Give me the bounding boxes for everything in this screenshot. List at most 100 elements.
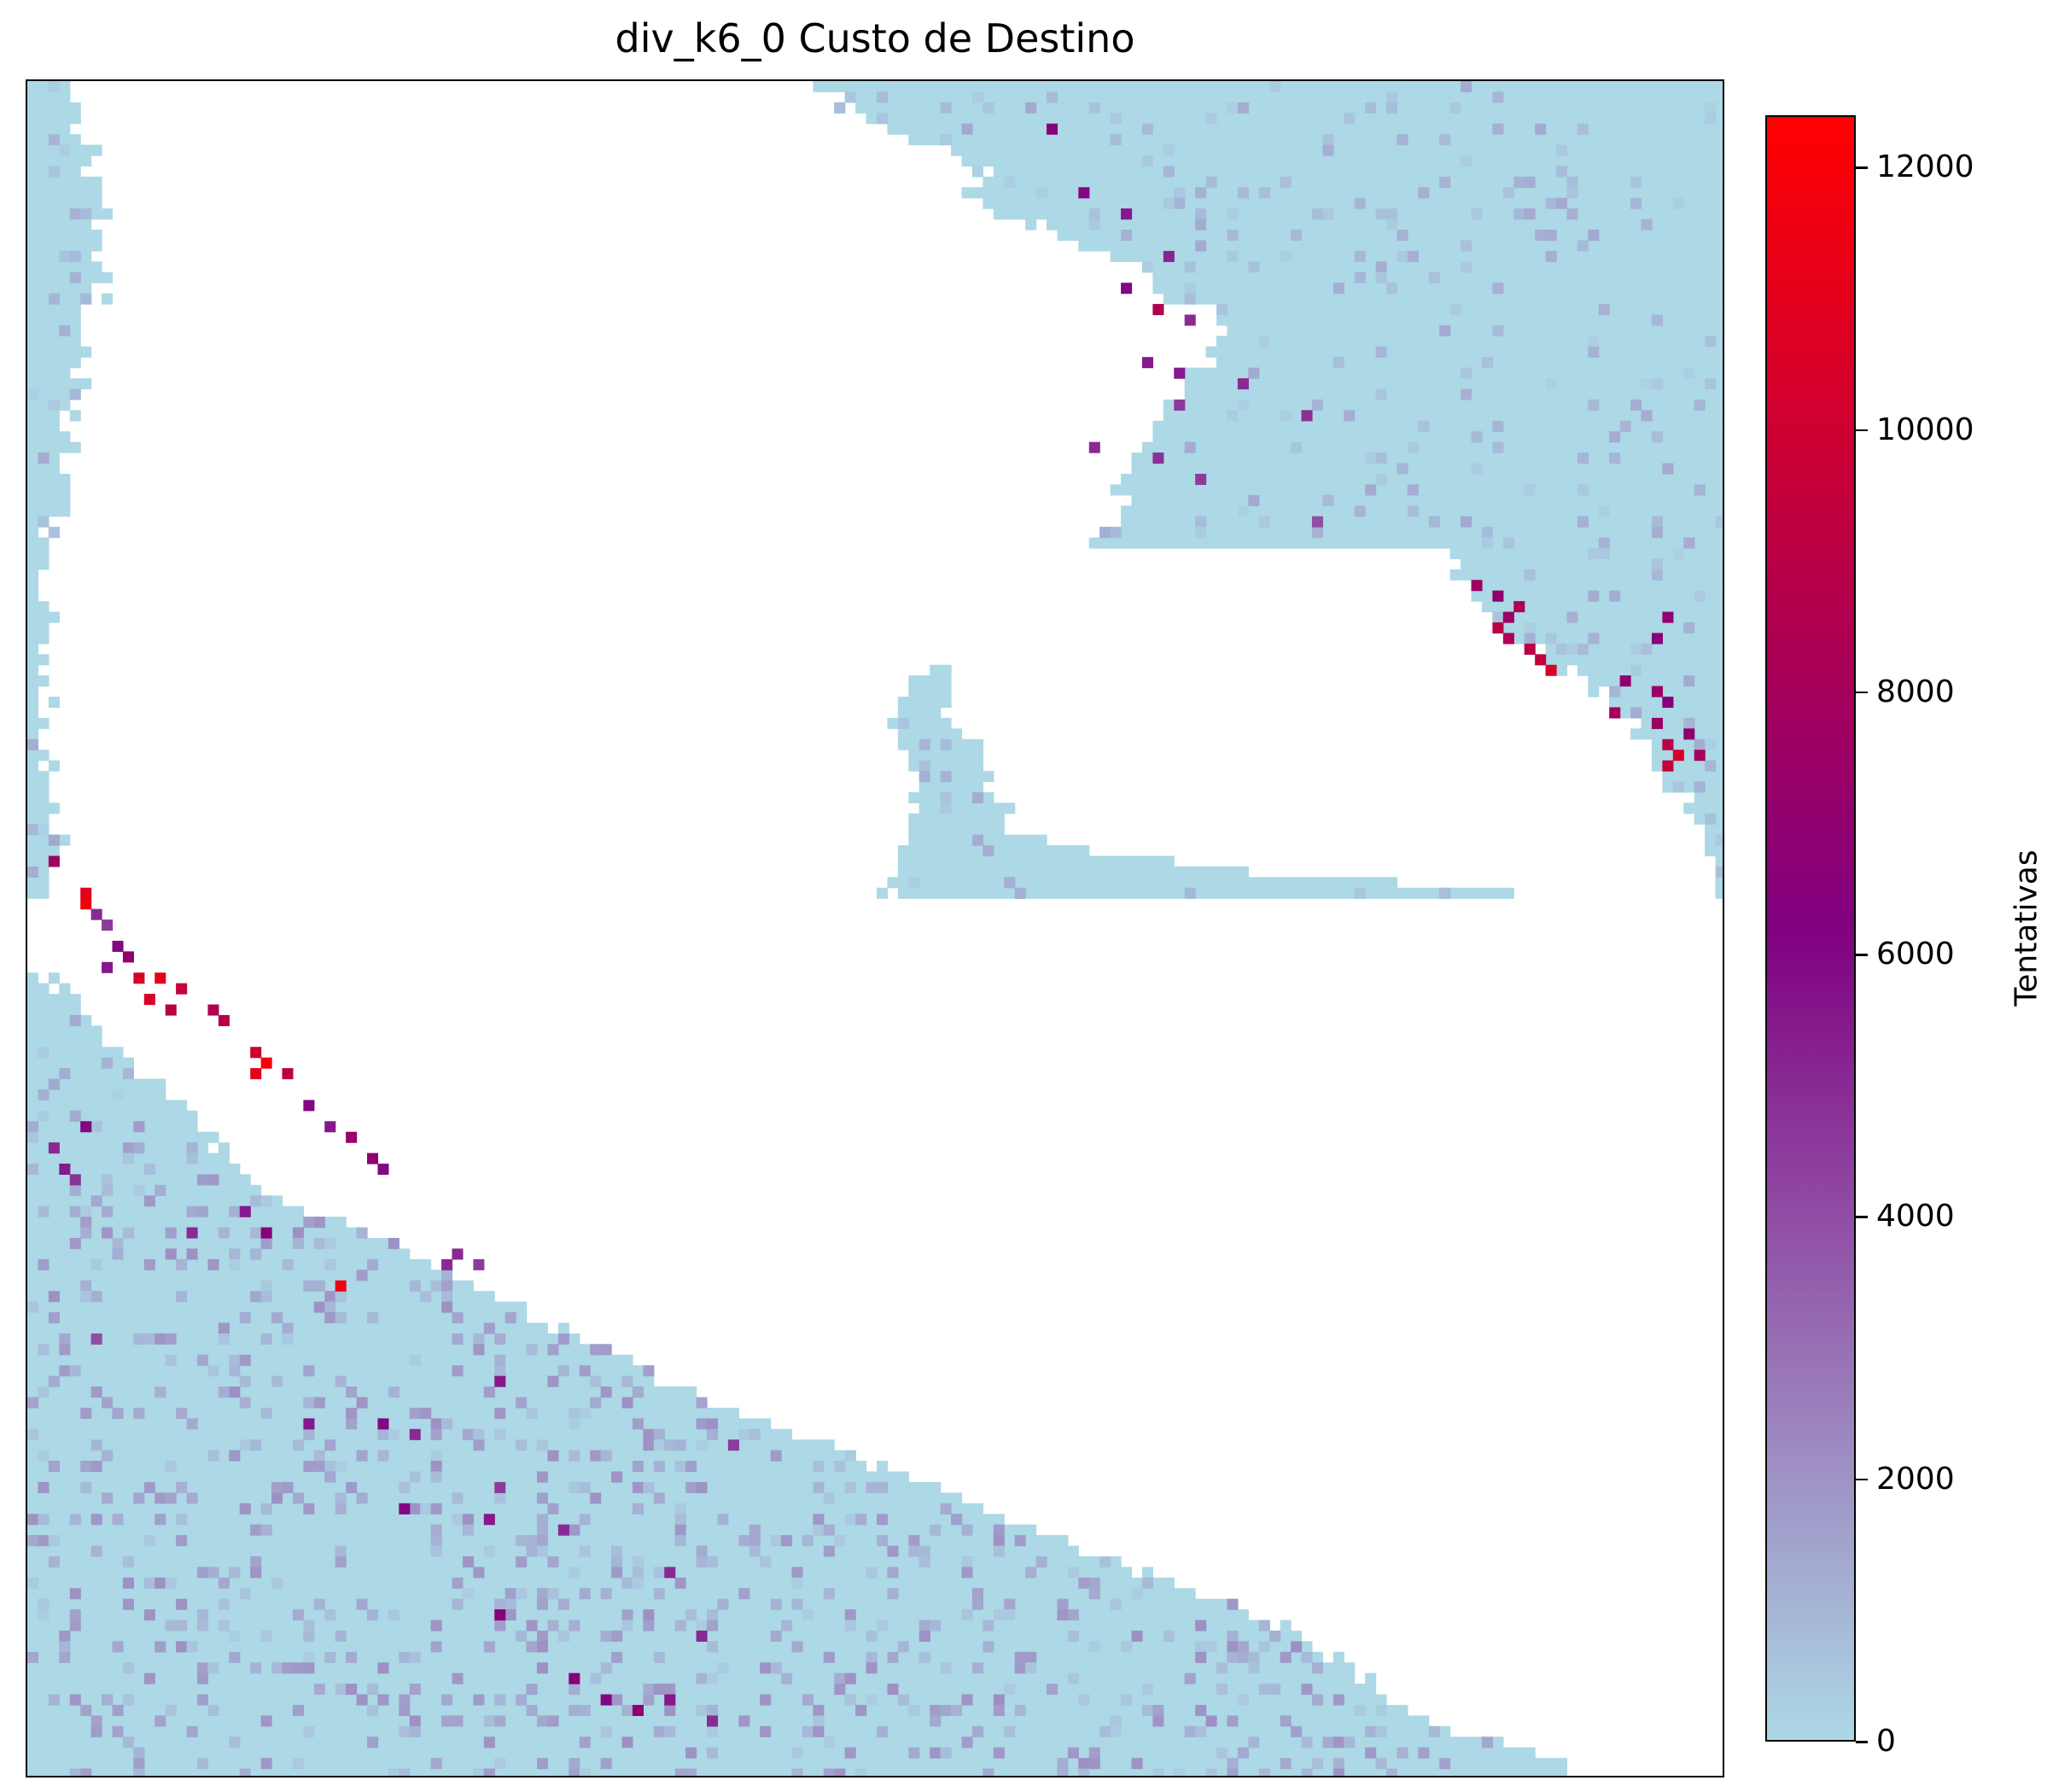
heatmap-cell <box>261 1195 272 1206</box>
heatmap-region <box>27 336 81 347</box>
heatmap-cell <box>229 1631 240 1642</box>
heatmap-cell <box>91 1195 102 1206</box>
heatmap-cell <box>441 1291 452 1302</box>
heatmap-cell <box>941 771 952 782</box>
heatmap-cell <box>1259 1769 1270 1777</box>
heatmap-cell <box>1238 1641 1249 1652</box>
heatmap-cell <box>558 1599 569 1610</box>
heatmap-cell <box>1238 187 1249 198</box>
heatmap-cell <box>1461 155 1472 166</box>
heatmap-cell <box>1694 781 1706 792</box>
heatmap-cell <box>707 1641 718 1652</box>
heatmap-cell <box>1482 1737 1493 1748</box>
heatmap-cell <box>261 1291 272 1302</box>
heatmap-cell <box>484 1386 495 1398</box>
heatmap-cell <box>176 1408 187 1419</box>
heatmap-cell <box>293 1609 304 1620</box>
heatmap-cell <box>972 1599 983 1610</box>
heatmap-cell <box>410 1715 421 1726</box>
heatmap-cell <box>335 1461 347 1472</box>
heatmap-cell <box>70 1185 81 1196</box>
heatmap-cell <box>283 1334 294 1345</box>
heatmap-cell <box>1588 336 1599 347</box>
heatmap-cell <box>1216 1684 1228 1695</box>
heatmap-cell <box>346 1652 357 1663</box>
heatmap-hotspot <box>1694 750 1706 761</box>
heatmap-region <box>27 1100 187 1111</box>
heatmap-cell <box>431 1451 442 1462</box>
heatmap-cell <box>335 1631 347 1642</box>
heatmap-region <box>1185 368 1724 379</box>
heatmap-cell <box>49 1312 60 1323</box>
heatmap-cell <box>197 1620 208 1631</box>
heatmap-cell <box>1683 368 1694 379</box>
heatmap-cell <box>1057 1609 1068 1620</box>
heatmap-cell <box>749 1546 761 1557</box>
heatmap-cell <box>569 1705 580 1716</box>
heatmap-hotspot <box>80 898 91 909</box>
heatmap-region <box>1163 294 1724 305</box>
heatmap-hotspot <box>697 1631 708 1642</box>
heatmap-region <box>994 208 1724 219</box>
heatmap-region <box>27 1652 1323 1663</box>
heatmap-cell <box>494 1365 505 1376</box>
heatmap-cell <box>1089 1578 1100 1589</box>
heatmap-cell <box>547 1556 558 1567</box>
heatmap-cell <box>431 1758 442 1769</box>
heatmap-cell <box>877 1535 888 1546</box>
colorbar <box>1765 115 1856 1742</box>
heatmap-cell <box>802 1726 814 1737</box>
heatmap-cell <box>38 1206 49 1217</box>
heatmap-cell <box>1004 1599 1015 1610</box>
heatmap-cell <box>102 1695 113 1706</box>
heatmap-region <box>27 771 49 782</box>
heatmap-cell <box>1386 102 1397 114</box>
heatmap-region <box>27 644 38 655</box>
heatmap-cell <box>697 1673 708 1684</box>
heatmap-cell <box>38 1344 49 1355</box>
heatmap-cell <box>1121 1695 1132 1706</box>
heatmap-region <box>1472 580 1725 591</box>
heatmap-region <box>27 1111 198 1122</box>
heatmap-cell <box>49 1695 60 1706</box>
heatmap-cell <box>1248 1737 1259 1748</box>
heatmap-cell <box>1195 1620 1206 1631</box>
heatmap-region <box>27 1355 633 1366</box>
heatmap-cell <box>802 1535 814 1546</box>
heatmap-region <box>983 198 1724 209</box>
heatmap-cell <box>1089 1748 1100 1759</box>
heatmap-cell <box>219 1599 230 1610</box>
heatmap-cell <box>399 1482 410 1493</box>
heatmap-cell <box>771 1631 782 1642</box>
heatmap-cell <box>70 1588 81 1599</box>
heatmap-cell <box>261 1503 272 1515</box>
heatmap-cell <box>1376 208 1387 219</box>
heatmap-cell <box>367 1705 378 1716</box>
heatmap-cell <box>431 1281 442 1292</box>
heatmap-region <box>1450 569 1724 581</box>
heatmap-hotspot <box>91 909 102 920</box>
heatmap-cell <box>59 1334 70 1345</box>
colorbar-tick-label: 0 <box>1876 1725 1896 1759</box>
heatmap-region <box>898 707 941 718</box>
heatmap-cell <box>930 1748 941 1759</box>
heatmap-cell <box>102 1058 113 1069</box>
heatmap-cell <box>1652 517 1663 528</box>
heatmap-cell <box>685 1769 697 1777</box>
heatmap-cell <box>941 1662 952 1673</box>
heatmap-region <box>27 1386 697 1398</box>
heatmap-cell <box>314 1397 325 1408</box>
heatmap-hotspot <box>49 1142 60 1153</box>
heatmap-cell <box>1492 124 1503 135</box>
heatmap-cell <box>813 1726 824 1737</box>
heatmap-cell <box>707 1748 718 1759</box>
heatmap-region <box>1662 771 1724 782</box>
heatmap-cell <box>601 1588 612 1599</box>
heatmap-cell <box>580 1514 591 1525</box>
heatmap-region <box>1142 261 1724 272</box>
heatmap-hotspot <box>1185 314 1196 325</box>
heatmap-cell <box>293 1228 304 1239</box>
heatmap-cell <box>760 1662 771 1673</box>
heatmap-cell <box>38 1089 49 1100</box>
heatmap-hotspot <box>1546 665 1557 676</box>
